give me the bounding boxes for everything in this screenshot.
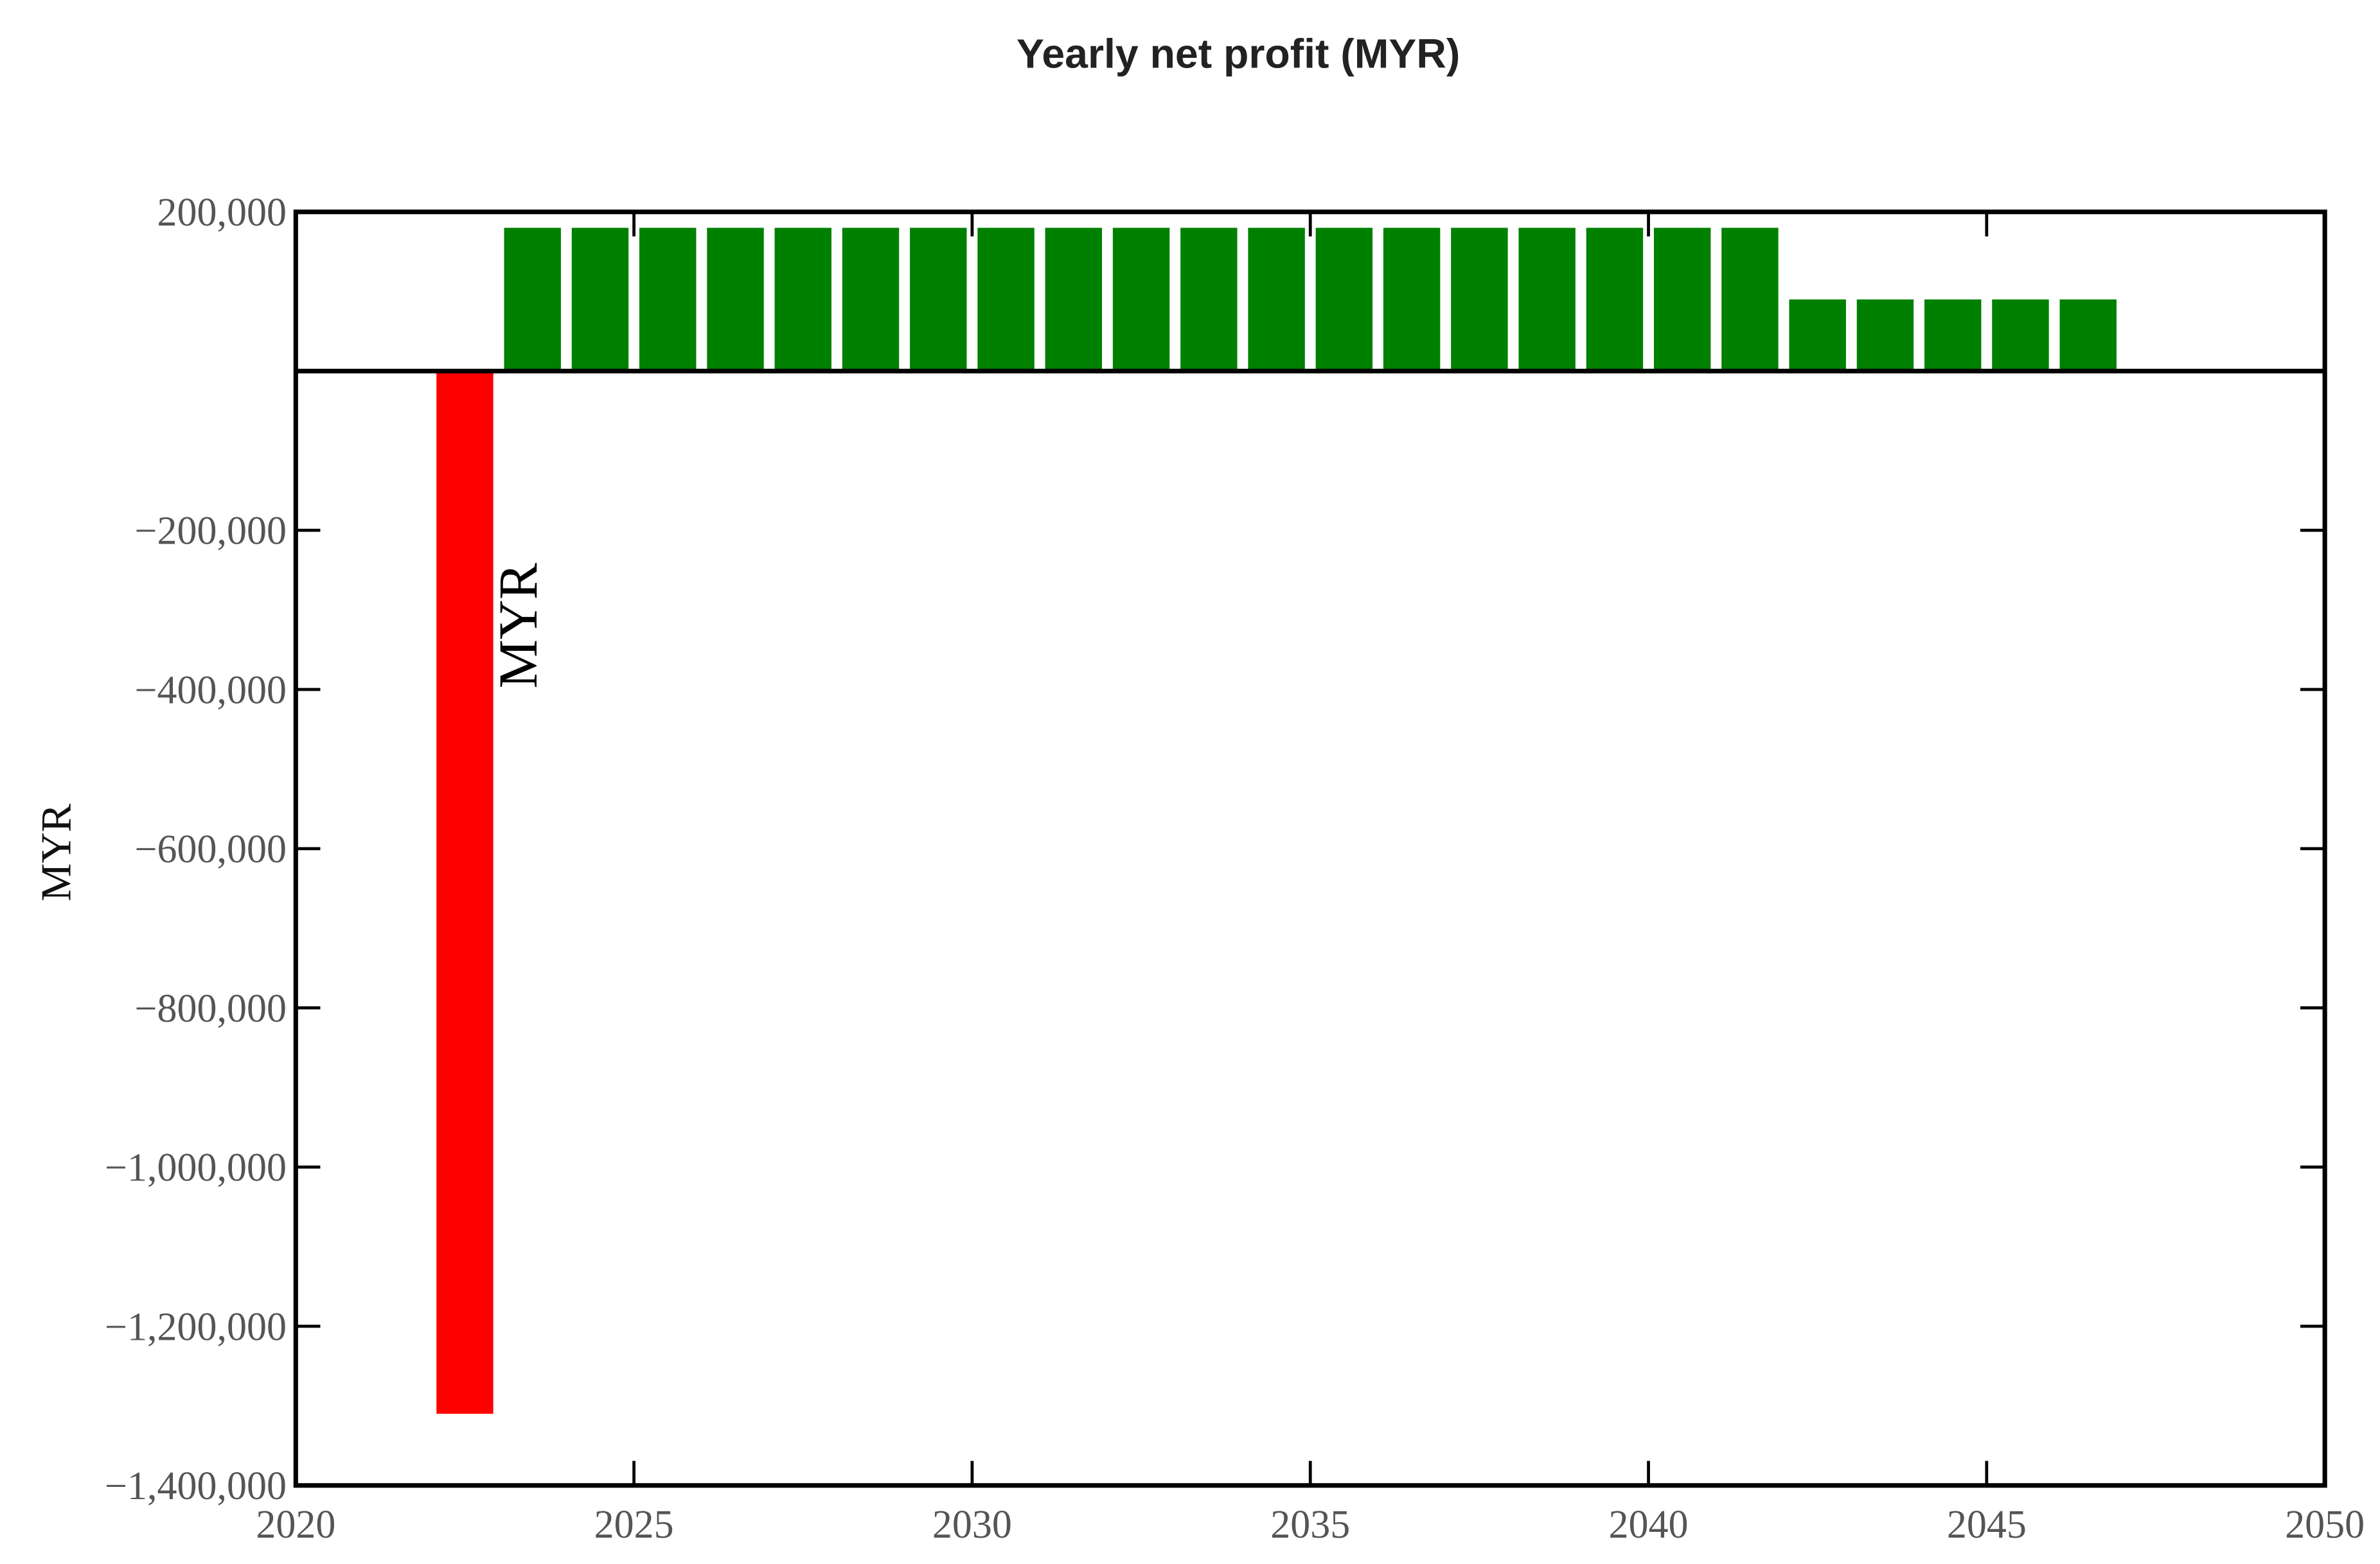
bar (1653, 227, 1711, 371)
bar (1383, 227, 1441, 371)
bar (571, 227, 629, 371)
x-tick-label: 2040 (1609, 1503, 1689, 1547)
bar (977, 227, 1035, 371)
bar (1586, 227, 1644, 371)
bar (1180, 227, 1238, 371)
bar (1924, 299, 1982, 371)
bar (504, 227, 561, 371)
x-tick-label: 2035 (1270, 1503, 1350, 1547)
bar (774, 227, 831, 371)
bar (1248, 227, 1305, 371)
x-tick-label: 2045 (1947, 1503, 2027, 1547)
annotation: MYR (487, 562, 549, 688)
y-tick-label: −400,000 (135, 668, 287, 712)
y-tick-label: −600,000 (135, 828, 287, 871)
x-tick-label: 2020 (256, 1503, 335, 1547)
bar (707, 227, 764, 371)
y-axis-label: MYR (33, 803, 80, 902)
bar (1045, 227, 1103, 371)
y-tick-label: −1,000,000 (105, 1146, 287, 1190)
y-tick-label: −1,400,000 (105, 1464, 287, 1508)
chart-title: Yearly net profit (MYR) (1017, 31, 1460, 77)
bar (1315, 227, 1373, 371)
y-tick-label: −200,000 (135, 510, 287, 553)
y-tick-label: −1,200,000 (105, 1305, 287, 1349)
bar (436, 371, 493, 1414)
bar (1721, 227, 1779, 371)
bar (1789, 299, 1846, 371)
bar (1856, 299, 1914, 371)
bar (2059, 299, 2117, 371)
x-tick-label: 2030 (932, 1503, 1012, 1547)
x-tick-label: 2050 (2285, 1503, 2365, 1547)
x-tick-label: 2025 (594, 1503, 674, 1547)
bar (1518, 227, 1576, 371)
bar (910, 227, 967, 371)
bar (639, 227, 697, 371)
plot-frame (293, 209, 2327, 1488)
bar (1992, 299, 2049, 371)
bar (1451, 227, 1508, 371)
bar (1112, 227, 1170, 371)
y-tick-label: −800,000 (135, 987, 287, 1031)
y-tick-label: 200,000 (157, 191, 287, 235)
bar (842, 227, 900, 371)
